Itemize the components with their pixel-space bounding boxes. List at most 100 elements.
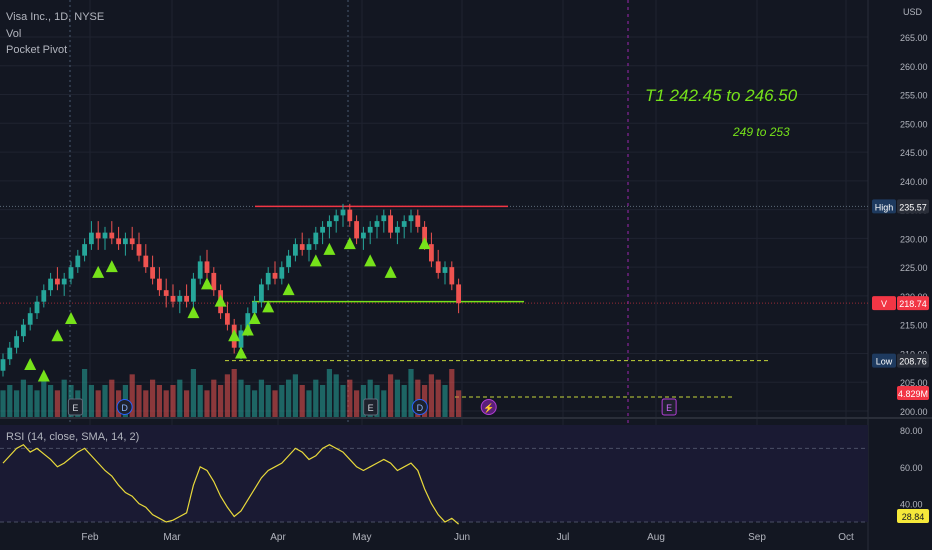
currency-label: USD (903, 7, 923, 17)
price-tick-label: 240.00 (900, 177, 928, 187)
candle-body (123, 238, 128, 245)
volume-bar (299, 385, 305, 417)
dividend-event-icon[interactable]: D (411, 399, 428, 415)
price-tick-label: 265.00 (900, 33, 928, 43)
candle-body (429, 244, 434, 262)
earnings-event-icon[interactable]: E (67, 398, 83, 416)
event-label: D (417, 403, 424, 413)
candle-body (259, 284, 264, 302)
candle-body (41, 290, 47, 302)
volume-bar (34, 390, 40, 417)
volume-bar (41, 374, 47, 417)
candle-body (82, 244, 87, 256)
volume-bar (177, 379, 183, 417)
candle-body (0, 359, 6, 371)
volume-bar (435, 379, 441, 417)
volume-bar (102, 385, 108, 417)
volume-bar (456, 390, 462, 417)
candle-body (197, 261, 203, 279)
time-tick-label: Aug (647, 532, 665, 543)
volume-bar (211, 379, 217, 417)
volume-bar (388, 374, 394, 417)
pocket-pivot-marker (51, 329, 64, 342)
time-tick-label: Jul (557, 532, 570, 543)
candle-body (313, 232, 319, 245)
target1-annotation: T1 242.45 to 246.50 (645, 86, 798, 105)
volume-bar (326, 369, 332, 417)
volume-bar (7, 385, 13, 417)
candle-body (48, 278, 53, 291)
pocket-pivot-marker (187, 306, 200, 319)
event-shape (116, 399, 133, 415)
price-tick-label: 255.00 (900, 91, 928, 101)
candle-body (7, 347, 13, 360)
volume-bar (252, 390, 258, 417)
badge-label: High (875, 202, 894, 212)
event-shape (363, 398, 379, 416)
pocket-pivot-marker (323, 242, 336, 255)
split-event-icon[interactable]: ⚡ (480, 399, 497, 415)
earnings-event-icon[interactable]: E (661, 398, 677, 416)
target2-annotation: 249 to 253 (732, 125, 790, 139)
badge-value-bg (897, 353, 929, 368)
event-label: E (666, 403, 672, 413)
volume-bar (401, 385, 407, 417)
volume-bar (224, 374, 230, 417)
time-tick-label: Sep (748, 532, 766, 543)
candle-body (143, 255, 149, 268)
volume-bar (381, 390, 387, 417)
volume-bar (27, 385, 33, 417)
dividend-event-icon[interactable]: D (116, 399, 133, 415)
symbol-title[interactable]: Visa Inc., 1D, NYSE (6, 11, 104, 23)
volume-bar (238, 379, 244, 417)
candle-body (191, 278, 196, 302)
badge-value: 235.57 (899, 202, 927, 212)
rsi-legend[interactable]: RSI (14, close, SMA, 14, 2) (6, 431, 139, 443)
volume-bar (333, 374, 339, 417)
badge-label: V (881, 299, 887, 309)
volume-bar (156, 385, 162, 417)
volume-bar (428, 374, 434, 417)
volume-bar (95, 390, 101, 417)
volume-bar (415, 379, 421, 417)
events-layer[interactable]: E D E D ⚡ E (67, 398, 677, 416)
candle-body (116, 238, 121, 245)
badge-value: 4.829M (898, 389, 928, 399)
volume-bar (190, 369, 196, 417)
event-shape (411, 399, 428, 415)
volume-bar (408, 369, 414, 417)
indicator-pocket-pivot[interactable]: Pocket Pivot (6, 44, 67, 56)
candle-body (95, 232, 101, 239)
event-shape (67, 398, 83, 416)
candle-body (340, 209, 346, 216)
candle-body (367, 226, 373, 233)
candle-body (21, 324, 26, 337)
indicator-vol[interactable]: Vol (6, 28, 21, 40)
candle-body (170, 295, 176, 302)
rsi-tick-label: 60.00 (900, 463, 923, 473)
candle-body (55, 278, 60, 285)
volume-bar (272, 390, 278, 417)
earnings-event-icon[interactable]: E (363, 398, 379, 416)
candle-body (61, 278, 67, 285)
pocket-pivot-marker (364, 254, 377, 267)
time-tick-label: Mar (163, 532, 181, 543)
candle-body (225, 313, 230, 325)
event-label: E (72, 403, 78, 413)
pocket-pivot-marker (24, 357, 37, 370)
badge-value: 218.74 (899, 299, 927, 309)
volume-bar (184, 390, 190, 417)
volume-bar (231, 369, 237, 417)
rsi-last-badge-bg (897, 509, 929, 523)
event-shape (661, 398, 677, 416)
volume-bar (136, 385, 142, 417)
candle-body (408, 215, 414, 222)
pocket-pivot-marker (65, 311, 77, 324)
event-shape (480, 399, 497, 415)
rsi-tick-label: 40.00 (900, 500, 923, 510)
volume-bar (306, 390, 312, 417)
candle-body (136, 244, 142, 256)
candle-body (27, 313, 33, 325)
badge-value: 208.76 (899, 357, 927, 367)
